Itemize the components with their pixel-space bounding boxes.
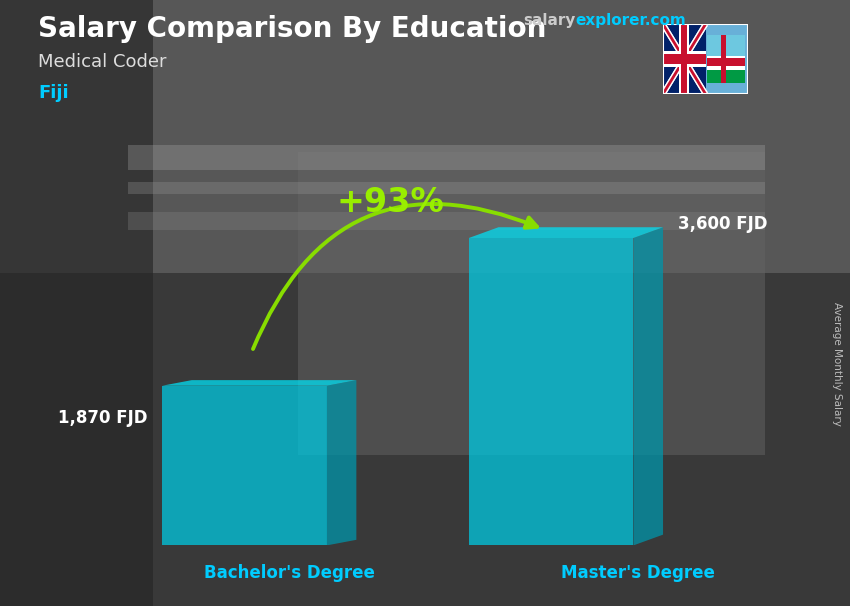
Text: +93%: +93% bbox=[337, 185, 445, 219]
Bar bbox=[707, 70, 745, 84]
Polygon shape bbox=[326, 380, 356, 545]
Bar bbox=[0, 273, 850, 606]
Polygon shape bbox=[469, 238, 633, 545]
Text: Average Monthly Salary: Average Monthly Salary bbox=[832, 302, 842, 425]
Bar bbox=[128, 182, 765, 194]
Bar bbox=[663, 54, 706, 64]
Text: 3,600 FJD: 3,600 FJD bbox=[678, 215, 768, 233]
Bar bbox=[679, 24, 689, 94]
Bar bbox=[0, 0, 153, 606]
Bar bbox=[128, 212, 765, 230]
Text: Bachelor's Degree: Bachelor's Degree bbox=[203, 564, 375, 582]
Bar bbox=[707, 58, 745, 66]
Text: Fiji: Fiji bbox=[38, 84, 69, 102]
Bar bbox=[663, 24, 706, 94]
Bar bbox=[707, 35, 745, 84]
Text: Medical Coder: Medical Coder bbox=[38, 53, 167, 72]
Text: explorer.com: explorer.com bbox=[575, 13, 686, 28]
Bar bbox=[298, 152, 765, 454]
Text: 1,870 FJD: 1,870 FJD bbox=[58, 408, 147, 427]
Bar bbox=[681, 24, 687, 94]
Bar bbox=[721, 35, 726, 84]
Text: Salary Comparison By Education: Salary Comparison By Education bbox=[38, 15, 547, 43]
Bar bbox=[0, 0, 850, 273]
Bar bbox=[707, 35, 745, 56]
Bar bbox=[128, 145, 765, 170]
Polygon shape bbox=[633, 227, 663, 545]
Polygon shape bbox=[162, 380, 356, 386]
Polygon shape bbox=[162, 386, 326, 545]
Polygon shape bbox=[469, 227, 663, 238]
Text: Master's Degree: Master's Degree bbox=[560, 564, 715, 582]
Text: salary: salary bbox=[523, 13, 575, 28]
Bar bbox=[663, 51, 706, 67]
